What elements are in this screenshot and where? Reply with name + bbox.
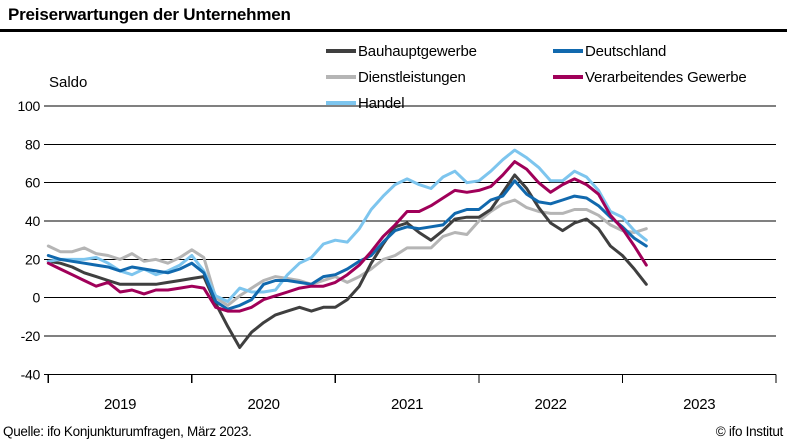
- legend-swatch-deutschland: [553, 49, 583, 53]
- legend-label: Bauhauptgewerbe: [358, 42, 477, 60]
- copyright-note: © ifo Institut: [715, 424, 784, 439]
- chart-title: Preiserwartungen der Unternehmen: [8, 5, 291, 24]
- y-tick-label: 80: [25, 136, 40, 152]
- legend-column: Deutschland Verarbeitendes Gewerbe: [553, 38, 747, 116]
- legend-label: Dienstleistungen: [358, 68, 466, 86]
- legend-item-dienstleistungen: Dienstleistungen: [326, 64, 553, 90]
- legend-item-deutschland: Deutschland: [553, 38, 747, 64]
- y-tick-label: 100: [18, 98, 41, 114]
- chart-legend: Bauhauptgewerbe Dienstleistungen Handel Deu…: [326, 38, 747, 116]
- x-tick-label: 2021: [391, 396, 423, 413]
- y-tick-label: 0: [33, 290, 41, 306]
- series-line-dienstleistungen: [46, 198, 648, 307]
- legend-label: Verarbeitendes Gewerbe: [585, 68, 747, 86]
- legend-label: Deutschland: [585, 42, 667, 60]
- source-note: Quelle: ifo Konjunkturumfragen, März 202…: [3, 424, 252, 439]
- y-axis-label: Saldo: [49, 74, 88, 91]
- y-tick-label: -20: [21, 328, 41, 344]
- legend-item-bauhauptgewerbe: Bauhauptgewerbe: [326, 38, 553, 64]
- y-tick-label: 40: [25, 213, 40, 229]
- y-tick-label: -40: [21, 366, 41, 382]
- legend-swatch-handel: [326, 101, 356, 105]
- x-tick-label: 2023: [683, 396, 715, 413]
- legend-swatch-bauhauptgewerbe: [326, 49, 356, 53]
- y-tick-label: 20: [25, 251, 40, 267]
- legend-column: Bauhauptgewerbe Dienstleistungen Handel: [326, 38, 553, 116]
- title-rule: [0, 29, 787, 32]
- series-line-verarbeitendes-gewerbe: [46, 160, 648, 313]
- x-tick-label: 2022: [535, 396, 567, 413]
- legend-item-handel: Handel: [326, 90, 553, 116]
- series-line-deutschland: [46, 179, 648, 311]
- legend-label: Handel: [358, 94, 405, 112]
- legend-item-verarbeitendes-gewerbe: Verarbeitendes Gewerbe: [553, 64, 747, 90]
- x-tick-label: 2020: [248, 396, 280, 413]
- x-tick-label: 2019: [104, 396, 136, 413]
- y-tick-label: 60: [25, 175, 40, 191]
- legend-swatch-verarbeitendes-gewerbe: [553, 75, 583, 79]
- legend-swatch-dienstleistungen: [326, 75, 356, 79]
- series-line-bauhauptgewerbe: [46, 173, 648, 349]
